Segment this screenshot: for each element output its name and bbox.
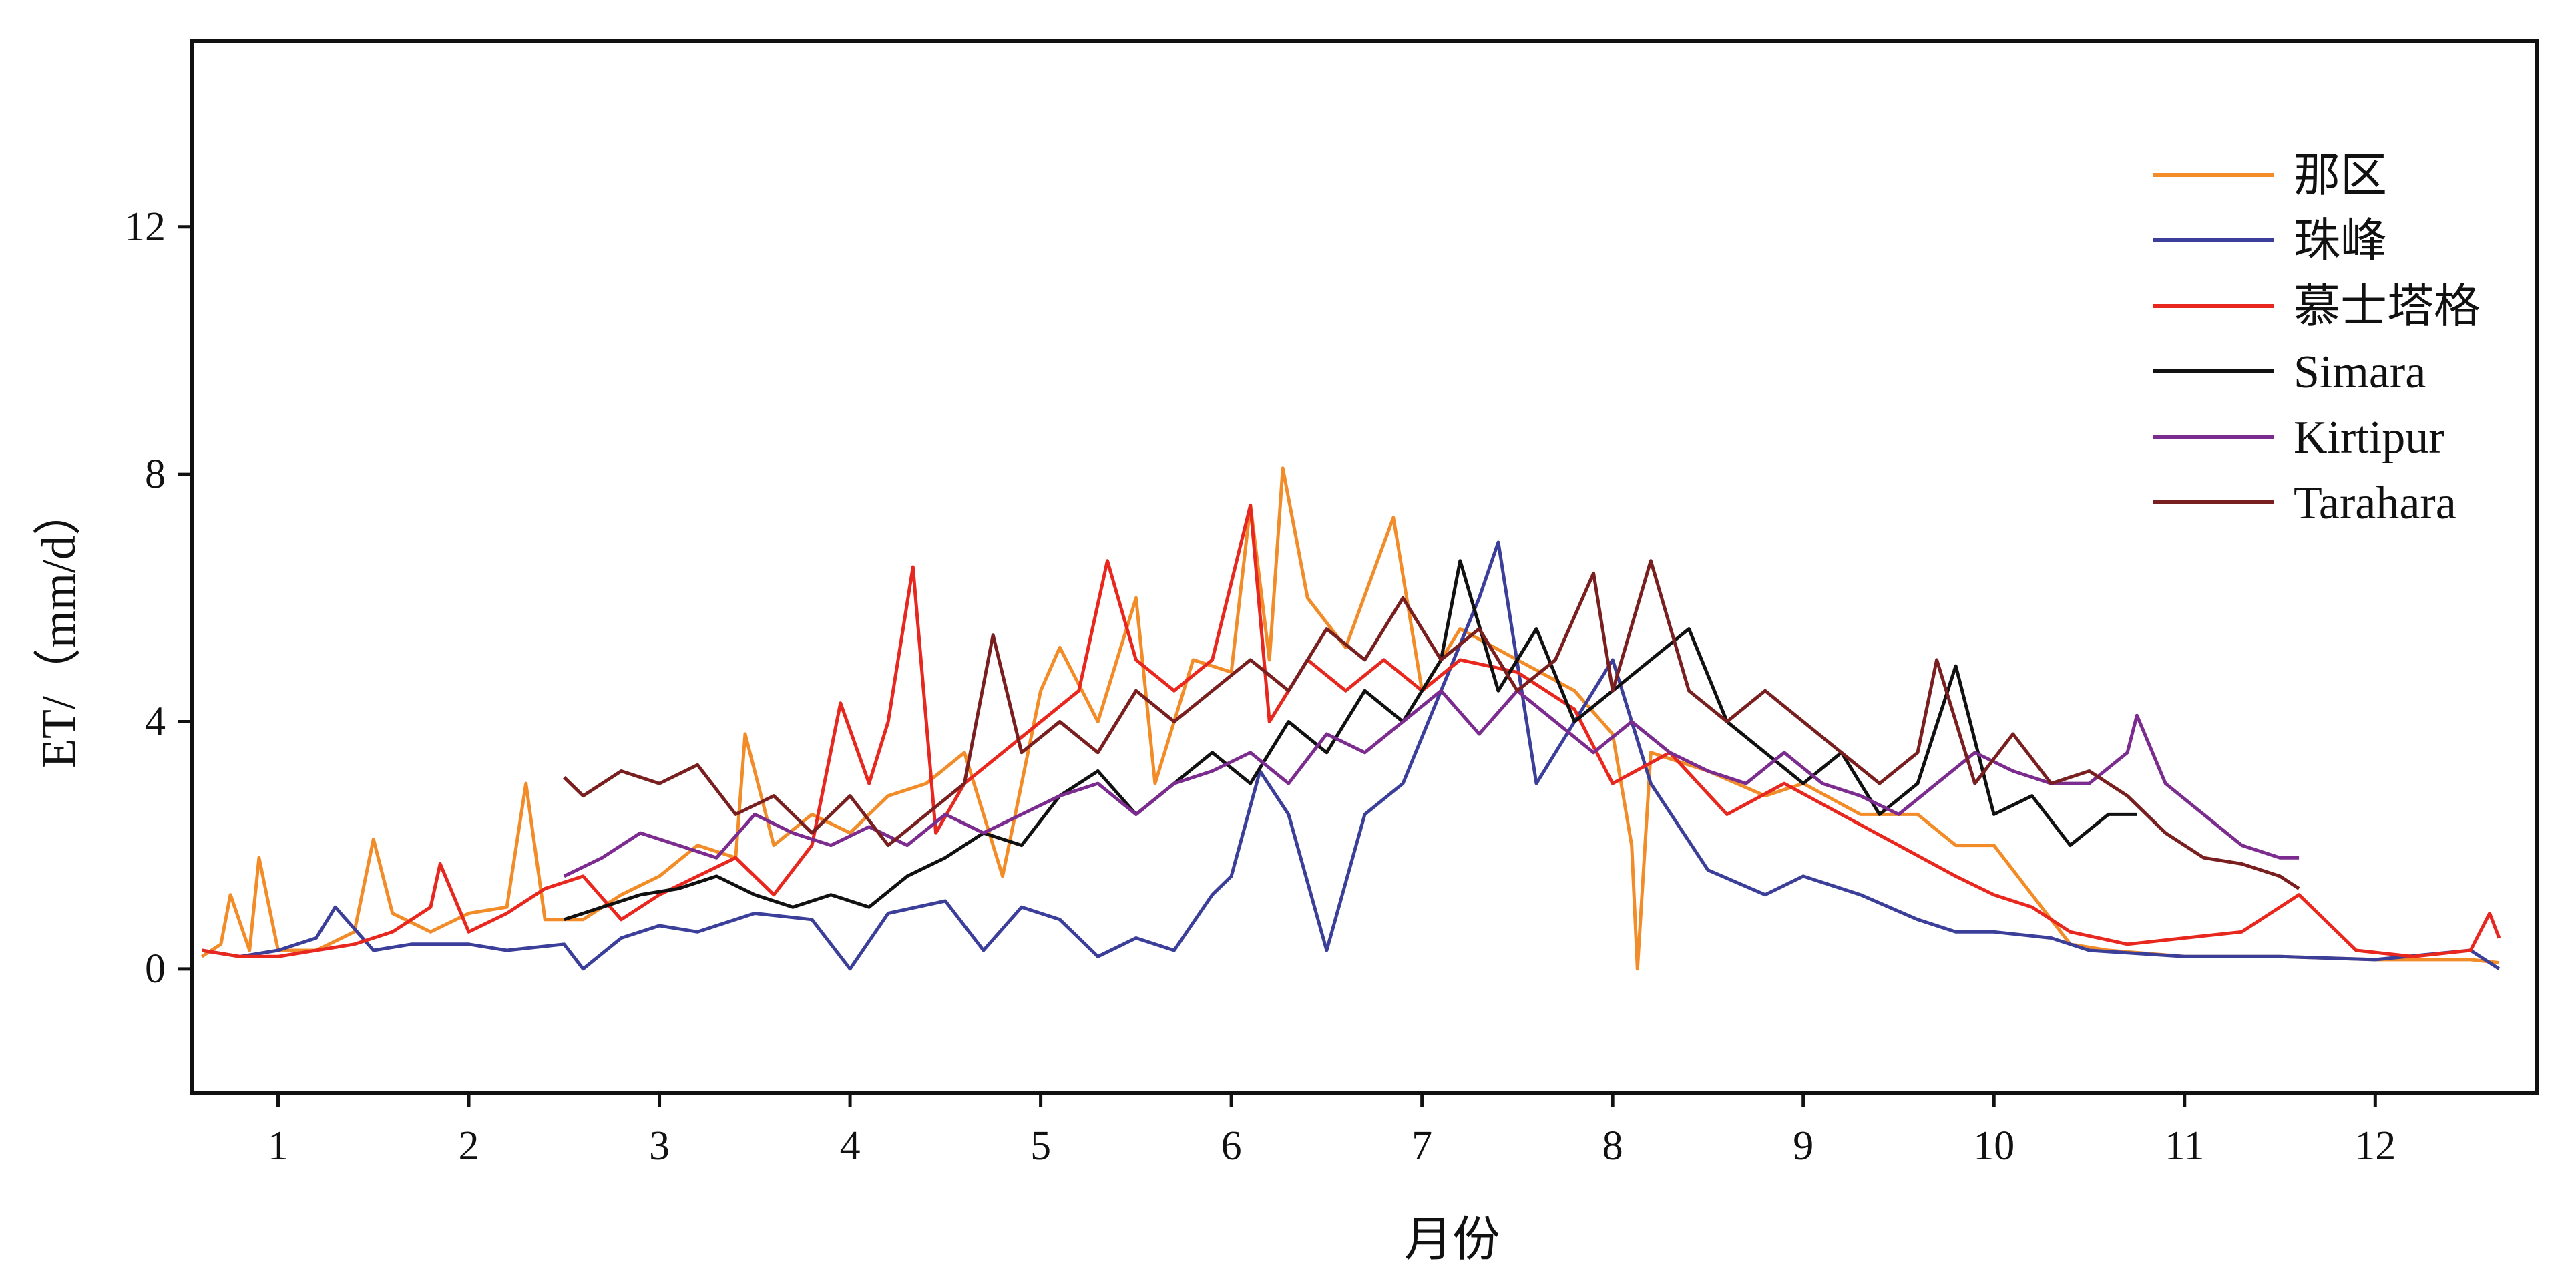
x-tick-label: 7 — [1412, 1123, 1432, 1169]
x-tick-label: 2 — [459, 1123, 479, 1169]
x-tick-label: 3 — [649, 1123, 670, 1169]
x-tick-label: 4 — [840, 1123, 861, 1169]
x-axis: 1 2 3 4 5 6 7 8 9 10 11 12 — [268, 1093, 2396, 1169]
plot-frame — [190, 39, 2539, 1095]
x-tick-label: 9 — [1793, 1123, 1813, 1169]
legend-label: Kirtipur — [2294, 412, 2444, 464]
series-line-2 — [201, 503, 2501, 958]
legend-label: 那区 — [2294, 150, 2387, 202]
x-tick-label: 10 — [1973, 1123, 2014, 1169]
legend-label: 珠峰 — [2294, 216, 2387, 267]
y-tick-label: 12 — [124, 204, 166, 250]
x-tick-label: 11 — [2165, 1123, 2205, 1169]
y-axis: 0 4 8 12 — [124, 204, 192, 992]
y-tick-label: 4 — [145, 699, 166, 744]
series-line-3 — [564, 559, 2137, 922]
series-line-0 — [200, 466, 2500, 971]
series-line-1 — [201, 540, 2501, 971]
x-axis-title: 月份 — [1404, 1213, 1500, 1266]
series-line-4 — [563, 689, 2300, 878]
x-tick-label: 1 — [268, 1123, 288, 1169]
legend-label: Tarahara — [2294, 478, 2456, 529]
legend-label: Simara — [2294, 347, 2426, 398]
series-line-5 — [563, 559, 2300, 890]
legend-label: 慕士塔格 — [2294, 281, 2481, 333]
y-tick-label: 8 — [145, 451, 166, 497]
x-tick-label: 12 — [2354, 1123, 2396, 1169]
x-tick-label: 8 — [1602, 1123, 1623, 1169]
series-layer — [200, 466, 2501, 971]
x-tick-label: 6 — [1221, 1123, 1242, 1169]
y-axis-title: ET/（mm/d） — [32, 488, 85, 768]
x-tick-label: 5 — [1030, 1123, 1051, 1169]
y-tick-label: 0 — [145, 946, 166, 992]
